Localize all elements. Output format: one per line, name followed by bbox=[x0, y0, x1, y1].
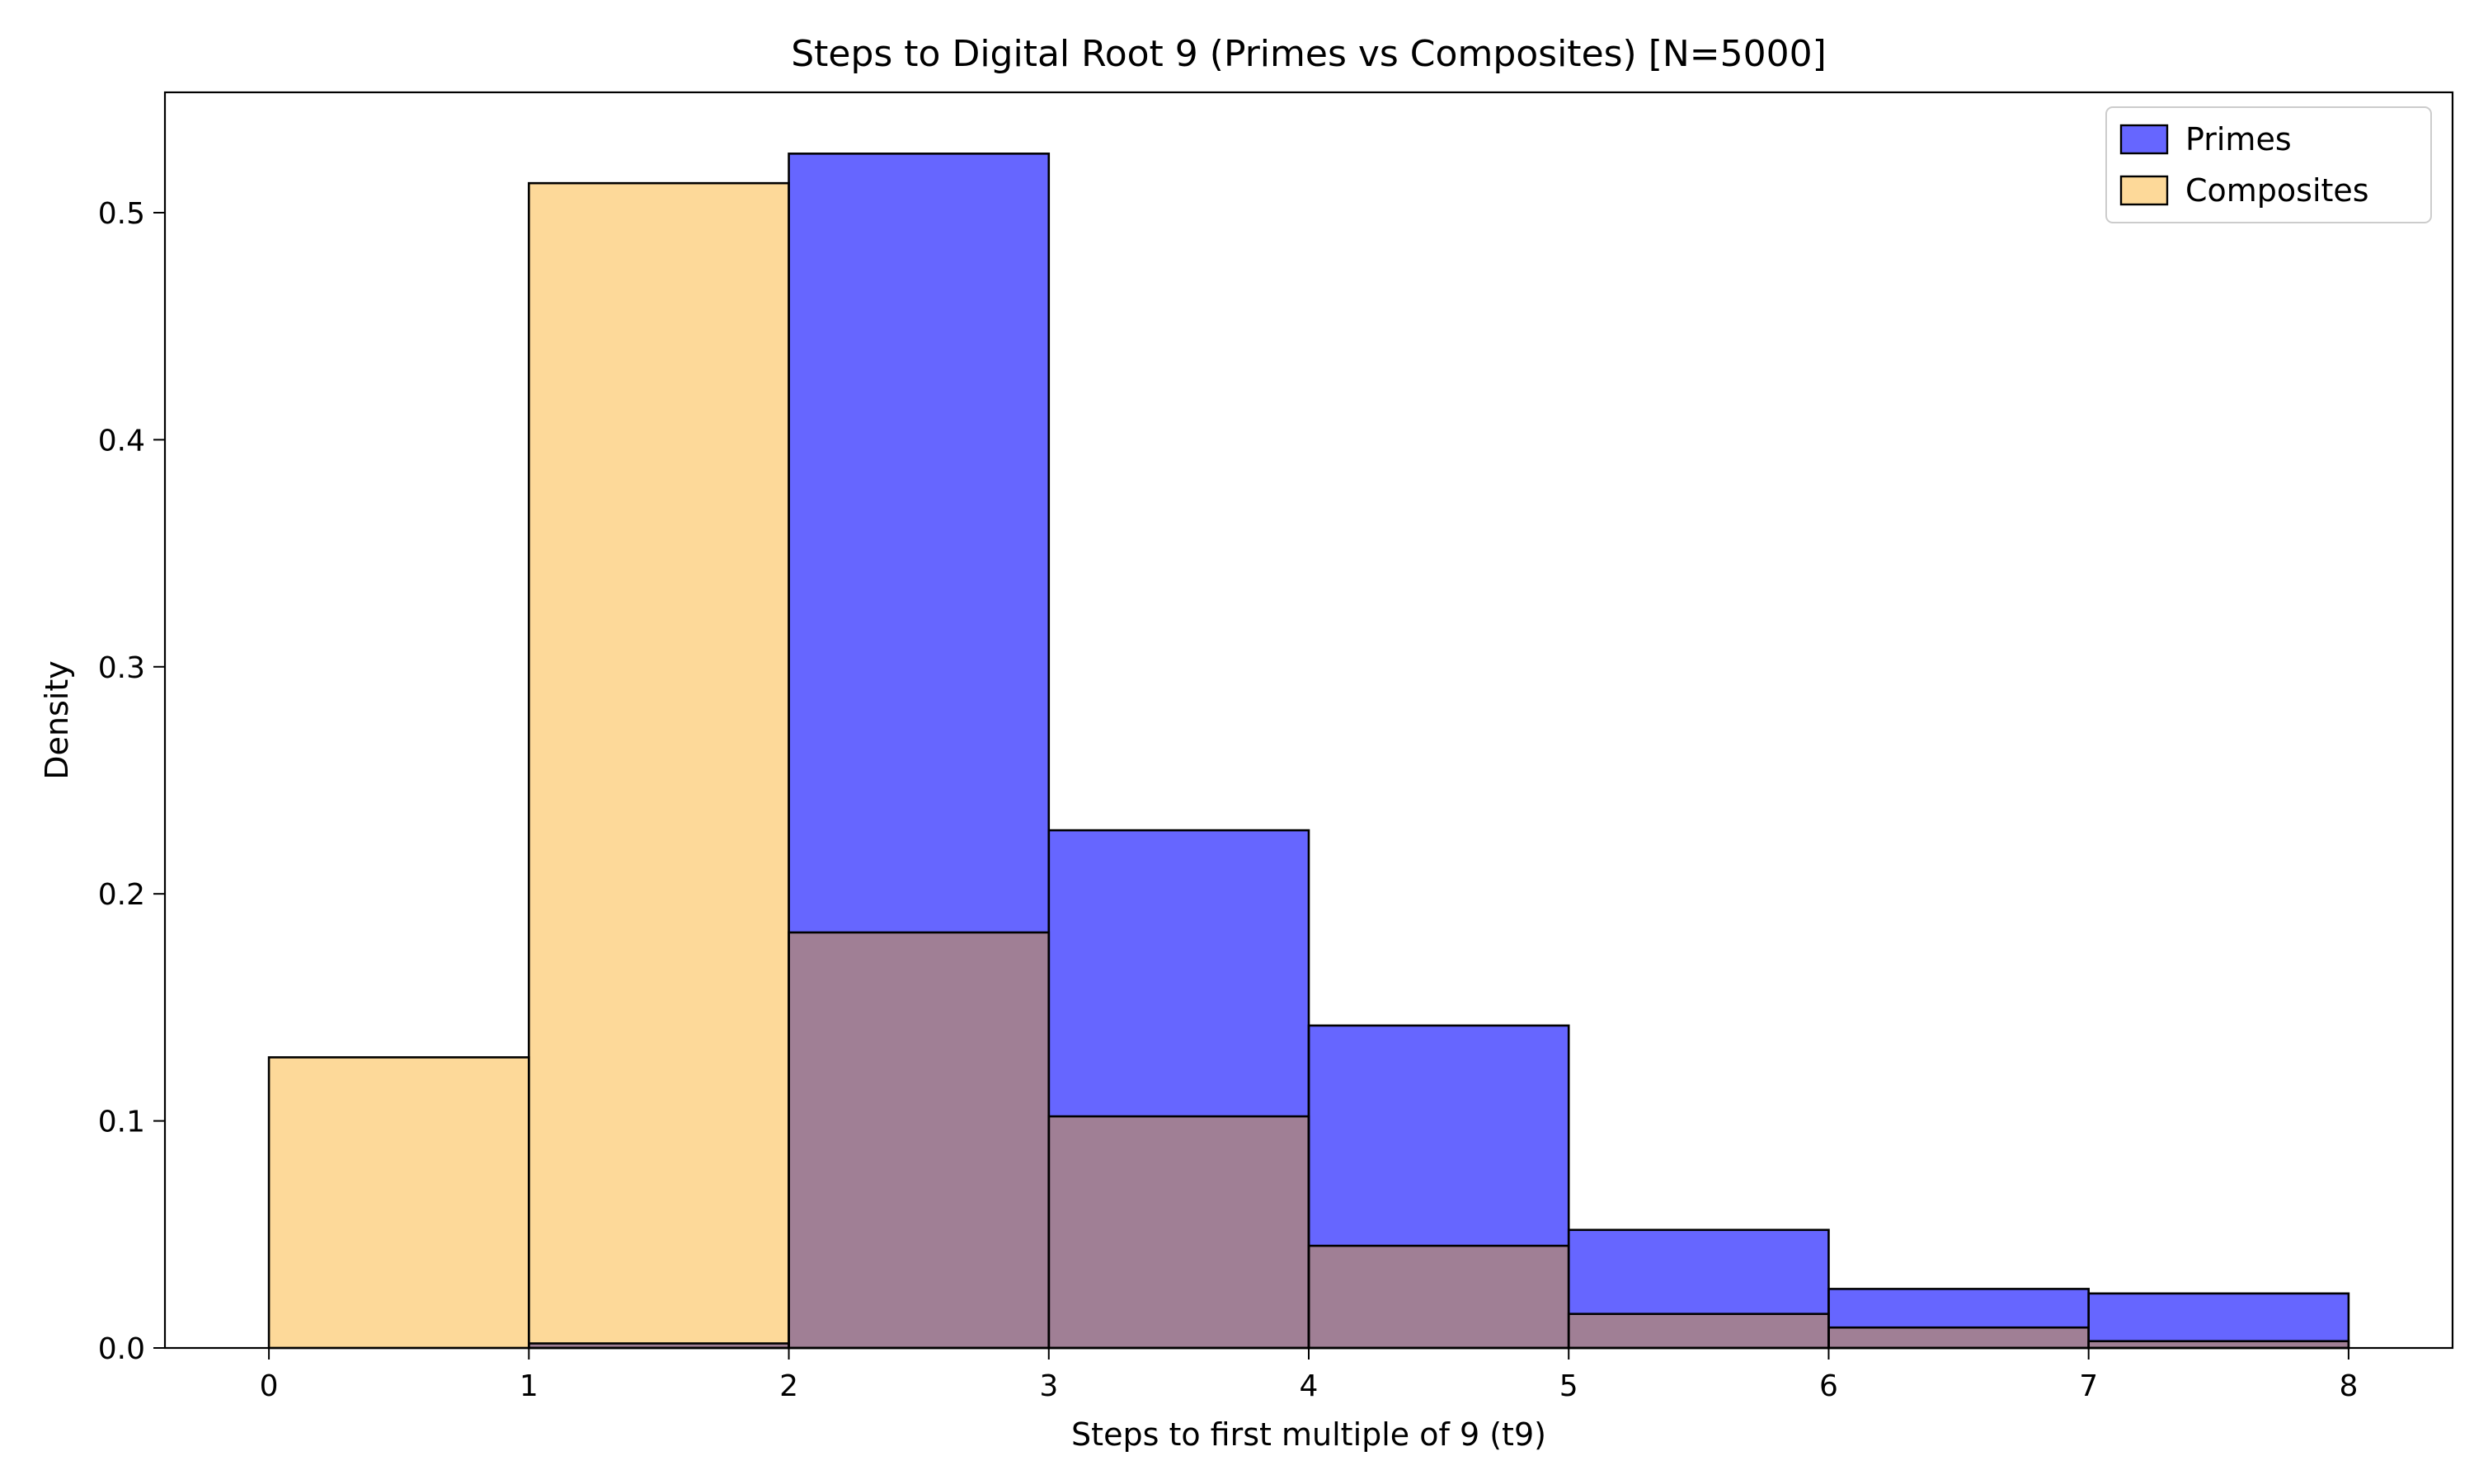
x-tick-label: 0 bbox=[260, 1369, 279, 1403]
y-tick-label: 0.3 bbox=[98, 651, 145, 685]
x-tick-label: 8 bbox=[2339, 1369, 2358, 1403]
x-tick-label: 5 bbox=[1559, 1369, 1578, 1403]
legend-swatch-composites bbox=[2119, 175, 2169, 206]
composites-bar-fill bbox=[269, 1057, 529, 1348]
legend-label-composites: Composites bbox=[2185, 172, 2369, 209]
overlap-bar-fill bbox=[2088, 1341, 2349, 1348]
overlap-bar-fill bbox=[529, 1343, 789, 1348]
x-tick-label: 4 bbox=[1300, 1369, 1319, 1403]
y-tick-label: 0.2 bbox=[98, 878, 145, 912]
y-axis-ticks: 0.0 0.1 0.2 0.3 0.4 0.5 bbox=[98, 197, 165, 1366]
x-tick-label: 3 bbox=[1039, 1369, 1058, 1403]
x-tick-label: 2 bbox=[779, 1369, 798, 1403]
y-tick-label: 0.1 bbox=[98, 1106, 145, 1139]
y-tick-label: 0.4 bbox=[98, 424, 145, 458]
bars-layer bbox=[267, 153, 2350, 1350]
chart-title: Steps to Digital Root 9 (Primes vs Compo… bbox=[791, 33, 1827, 75]
x-tick-label: 1 bbox=[520, 1369, 539, 1403]
x-axis-label: Steps to first multiple of 9 (t9) bbox=[1071, 1416, 1546, 1453]
overlap-bar-fill bbox=[1309, 1246, 1569, 1348]
x-axis-ticks: 0 1 2 3 4 5 6 7 8 bbox=[260, 1348, 2358, 1403]
overlap-bar-fill bbox=[1828, 1327, 2089, 1348]
y-tick-label: 0.5 bbox=[98, 197, 145, 231]
legend: Primes Composites bbox=[2105, 106, 2432, 223]
overlap-bar-fill bbox=[1569, 1313, 1829, 1348]
legend-label-primes: Primes bbox=[2185, 121, 2292, 157]
primes-bar-fill bbox=[2088, 1293, 2349, 1348]
overlap-bar-fill bbox=[1048, 1116, 1309, 1348]
composites-bar-fill bbox=[529, 183, 789, 1349]
legend-box bbox=[2105, 106, 2432, 223]
x-tick-label: 7 bbox=[2079, 1369, 2098, 1403]
y-tick-label: 0.0 bbox=[98, 1332, 145, 1366]
x-tick-label: 6 bbox=[1819, 1369, 1838, 1403]
legend-swatch-primes bbox=[2119, 124, 2169, 155]
overlap-bar-fill bbox=[788, 932, 1049, 1348]
y-axis-label: Density bbox=[39, 660, 75, 779]
